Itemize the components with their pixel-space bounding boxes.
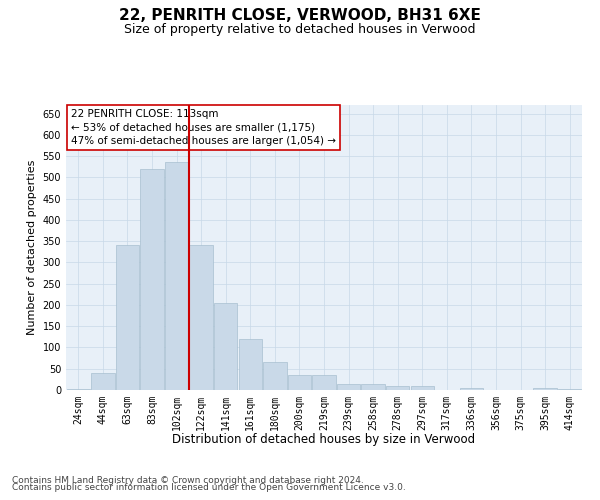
Bar: [386, 386, 409, 390]
Text: Size of property relative to detached houses in Verwood: Size of property relative to detached ho…: [124, 22, 476, 36]
Bar: [165, 162, 188, 390]
Bar: [140, 169, 164, 390]
Text: Contains HM Land Registry data © Crown copyright and database right 2024.: Contains HM Land Registry data © Crown c…: [12, 476, 364, 485]
Text: Distribution of detached houses by size in Verwood: Distribution of detached houses by size …: [172, 432, 476, 446]
Text: Contains public sector information licensed under the Open Government Licence v3: Contains public sector information licen…: [12, 484, 406, 492]
Bar: [239, 339, 262, 390]
Bar: [67, 389, 90, 390]
Bar: [361, 384, 385, 390]
Bar: [313, 375, 335, 390]
Bar: [558, 389, 581, 390]
Bar: [410, 386, 434, 390]
Bar: [190, 246, 213, 390]
Bar: [263, 362, 287, 390]
Bar: [337, 384, 360, 390]
Bar: [91, 373, 115, 390]
Bar: [533, 388, 557, 390]
Text: 22, PENRITH CLOSE, VERWOOD, BH31 6XE: 22, PENRITH CLOSE, VERWOOD, BH31 6XE: [119, 8, 481, 22]
Bar: [460, 388, 483, 390]
Y-axis label: Number of detached properties: Number of detached properties: [27, 160, 37, 335]
Bar: [116, 246, 139, 390]
Bar: [214, 303, 238, 390]
Text: 22 PENRITH CLOSE: 113sqm
← 53% of detached houses are smaller (1,175)
47% of sem: 22 PENRITH CLOSE: 113sqm ← 53% of detach…: [71, 110, 336, 146]
Bar: [288, 375, 311, 390]
